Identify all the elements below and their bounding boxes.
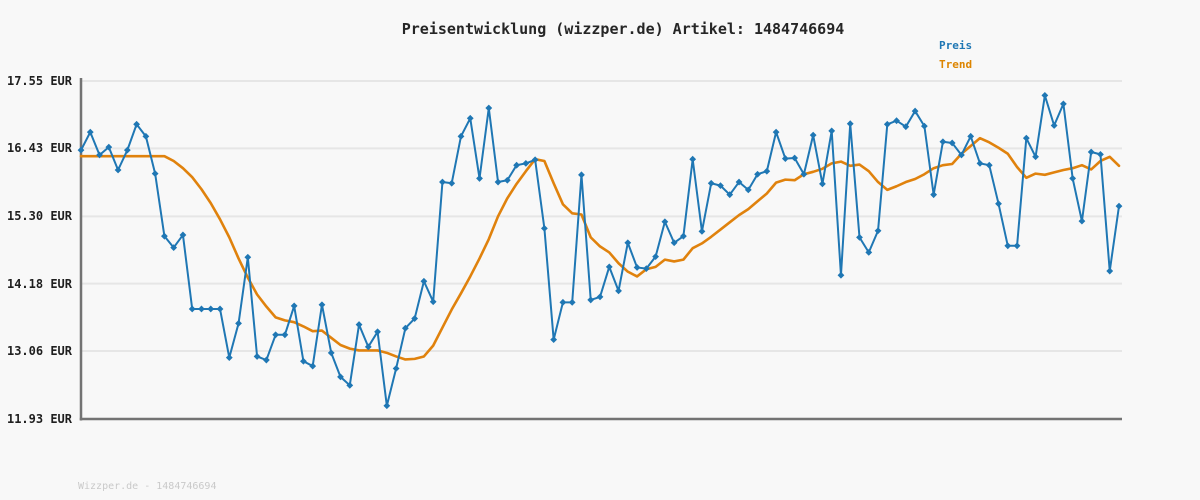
y-tick-label: 17.55 EUR — [6, 74, 72, 88]
y-tick-label: 13.06 EUR — [6, 344, 72, 359]
price-line — [80, 94, 1120, 407]
trend-line — [79, 136, 1121, 361]
legend-preis-label: Preis — [939, 39, 973, 52]
chart-title: Preisentwicklung (wizzper.de) Artikel: 1… — [401, 20, 845, 38]
y-tick-label: 15.30 EUR — [6, 209, 72, 224]
y-tick-label: 16.43 EUR — [6, 141, 72, 156]
watermark: Wizzper.de - 1484746694 — [78, 481, 217, 492]
legend-trend-label: Trend — [939, 58, 973, 71]
y-tick-label: 11.93 EUR — [6, 412, 72, 426]
y-tick-label: 14.18 EUR — [6, 276, 72, 291]
